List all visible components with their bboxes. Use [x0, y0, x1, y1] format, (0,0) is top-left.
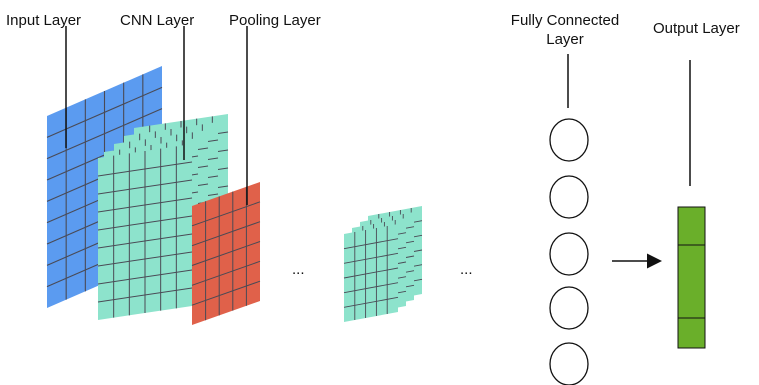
- small-sheet-4-gridline: [343, 267, 399, 279]
- small-sheet-4-gridline: [343, 252, 399, 264]
- fully-connected-layer: [549, 118, 589, 385]
- output-cell: [677, 206, 706, 246]
- fc-neuron: [549, 342, 589, 385]
- pooling-panel-gridline: [191, 241, 261, 266]
- deep-feature-map-stack: [343, 206, 423, 322]
- pooling-panel-gridline: [191, 201, 261, 227]
- output-layer-label: Output Layer: [653, 20, 740, 37]
- cnn-sheet-5-gridline: [97, 287, 193, 303]
- fc-layer-label-line2: Layer: [546, 31, 584, 48]
- ellipsis-after-stack: ...: [460, 261, 473, 278]
- pooling-layer-grid: [191, 182, 261, 325]
- pooling-panel-gridline: [191, 280, 261, 306]
- fc-neuron: [549, 118, 589, 162]
- pooling-panel: [191, 182, 261, 325]
- cnn-layer-grid-stack: [97, 114, 229, 320]
- small-sheet-4-gridline: [343, 296, 399, 308]
- small-sheet-4-gridline: [343, 282, 399, 294]
- cnn-layer-label: CNN Layer: [120, 12, 194, 29]
- cnn-sheet-5: [97, 144, 193, 320]
- output-cell: [677, 244, 706, 319]
- fc-neuron: [549, 175, 589, 219]
- small-sheet-4: [343, 224, 399, 322]
- cnn-sheet-5-gridline: [97, 233, 193, 249]
- cnn-sheet-5-gridline: [97, 179, 193, 195]
- fc-neuron: [549, 286, 589, 330]
- small-sheet-4-gridline: [343, 238, 399, 250]
- fc-neuron: [549, 232, 589, 276]
- output-layer-cells: [677, 206, 706, 349]
- ellipsis-after-pooling: ...: [292, 261, 305, 278]
- cnn-sheet-5-gridline: [97, 251, 193, 267]
- fc-layer-label-line1: Fully Connected: [511, 12, 619, 29]
- cnn-sheet-5-gridline: [97, 215, 193, 231]
- pooling-layer-label: Pooling Layer: [229, 12, 321, 29]
- cnn-sheet-5-gridline: [97, 161, 193, 177]
- output-cell: [677, 317, 706, 349]
- pooling-panel-gridline: [191, 221, 261, 247]
- cnn-sheet-5-gridline: [97, 269, 193, 285]
- input-panel-gridline: [46, 108, 163, 160]
- input-layer-label: Input Layer: [6, 12, 81, 29]
- cnn-sheet-5-gridline: [97, 197, 193, 213]
- pooling-panel-gridline: [191, 260, 261, 286]
